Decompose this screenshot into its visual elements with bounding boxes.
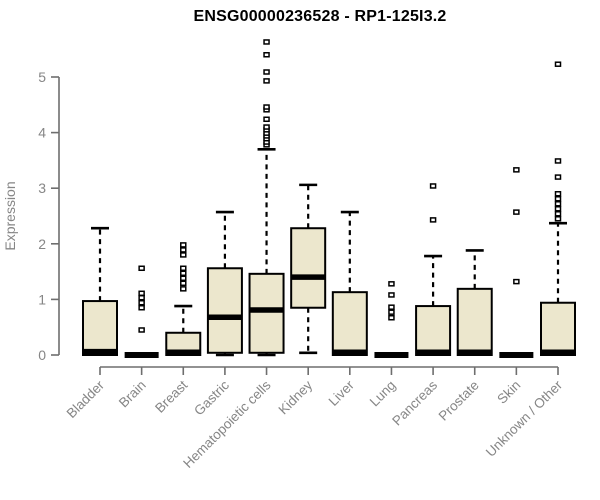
outlier-marker (388, 292, 395, 298)
outlier-marker (138, 299, 145, 306)
y-tick-label: 0 (38, 347, 46, 363)
x-tick-label: Skin (494, 378, 523, 407)
y-tick-label: 3 (38, 180, 46, 196)
box-iqr (206, 267, 243, 354)
box-group-lung (374, 281, 409, 358)
outlier-marker (554, 201, 562, 207)
box-group-pancreas (415, 183, 452, 356)
box-group-bladder (82, 226, 118, 356)
x-tick-label: Gastric (191, 377, 232, 418)
x-tick-label: Pancreas (389, 377, 440, 428)
outlier-marker (180, 270, 187, 277)
outlier-marker (180, 275, 187, 282)
outlier-marker (138, 304, 145, 311)
outlier-marker (263, 52, 270, 58)
outlier-marker (263, 39, 270, 45)
y-tick-label: 4 (38, 125, 46, 141)
box-iqr (290, 227, 327, 309)
outlier-marker (429, 183, 437, 189)
outlier-marker (180, 242, 187, 248)
outlier-marker (263, 124, 270, 130)
x-tick-label: Prostate (436, 378, 482, 424)
box-group-hematopoietic-cells (248, 39, 285, 357)
outlier-marker (180, 247, 187, 253)
outlier-marker (554, 174, 562, 180)
box-group-prostate (456, 249, 493, 356)
outlier-marker (513, 278, 520, 285)
outlier-marker (554, 191, 562, 197)
box-iqr (165, 331, 202, 357)
outlier-marker (180, 265, 187, 272)
outlier-marker (429, 217, 437, 223)
box-iqr (82, 300, 118, 356)
x-tick-label: Bladder (64, 377, 108, 421)
box-iqr (415, 305, 452, 356)
outlier-marker (138, 265, 145, 272)
outlier-marker (388, 304, 395, 310)
outlier-marker (554, 206, 562, 212)
outlier-marker (513, 167, 520, 173)
box-group-breast (165, 242, 202, 357)
outlier-marker (180, 280, 187, 287)
x-tick-label: Lung (367, 378, 399, 410)
box-group-skin (499, 167, 534, 358)
outlier-marker (180, 286, 187, 292)
y-tick-label: 5 (38, 69, 46, 85)
box-iqr (331, 291, 368, 356)
box-group-brain (124, 265, 159, 358)
outlier-marker (180, 252, 187, 258)
outlier-marker (554, 158, 562, 164)
chart-title: ENSG00000236528 - RP1-125I3.2 (193, 8, 447, 25)
outlier-marker (263, 78, 270, 84)
x-tick-label: Brain (116, 378, 149, 411)
outlier-marker (388, 281, 395, 287)
box-group-kidney (290, 183, 327, 355)
box-group-unknown-other (540, 61, 576, 356)
outlier-marker (554, 216, 562, 222)
outlier-marker (263, 104, 270, 110)
outlier-marker (513, 209, 520, 215)
y-tick-label: 2 (38, 236, 46, 252)
outlier-marker (554, 61, 562, 67)
y-tick-label: 1 (38, 291, 46, 307)
x-tick-label: Liver (326, 377, 358, 409)
outlier-marker (554, 196, 562, 202)
outlier-marker (138, 294, 145, 301)
y-axis-title: Expression (2, 181, 18, 250)
box-iqr (540, 301, 576, 356)
box-group-gastric (206, 210, 243, 357)
box-iqr (248, 272, 285, 354)
box-group-liver (331, 210, 368, 356)
outlier-marker (388, 309, 395, 315)
box-iqr (456, 287, 493, 356)
outlier-marker (554, 211, 562, 217)
outlier-marker (263, 69, 270, 75)
outlier-marker (138, 290, 145, 297)
x-tick-label: Unknown / Other (483, 377, 566, 460)
outlier-marker (263, 116, 270, 123)
outlier-marker (388, 314, 395, 321)
y-axis: 0 1 2 3 4 5 Expression (2, 69, 60, 363)
x-tick-label: Breast (152, 377, 190, 415)
x-tick-label: Kidney (276, 377, 316, 417)
outlier-marker (138, 327, 145, 333)
